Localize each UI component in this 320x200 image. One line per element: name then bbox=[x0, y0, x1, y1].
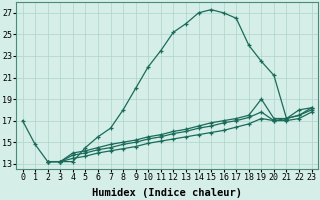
X-axis label: Humidex (Indice chaleur): Humidex (Indice chaleur) bbox=[92, 188, 242, 198]
